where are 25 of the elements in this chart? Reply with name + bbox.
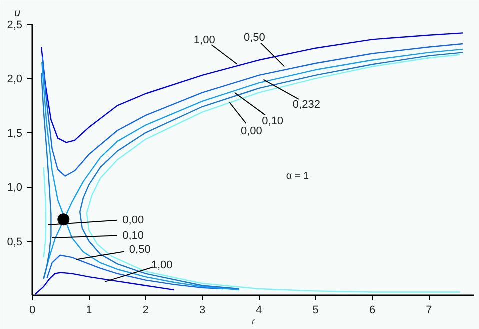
y-tick-label: 2,5 bbox=[7, 20, 23, 32]
annotation: 0,50 bbox=[129, 244, 151, 256]
x-tick-label: 5 bbox=[312, 304, 319, 316]
x-tick-label: 0 bbox=[29, 304, 36, 316]
annotation: 0,00 bbox=[240, 125, 262, 138]
annotation: 0,50 bbox=[244, 32, 266, 44]
annotation: 0,10 bbox=[122, 230, 144, 242]
annotation: 0,00 bbox=[122, 214, 144, 226]
y-tick-label: 2,0 bbox=[7, 74, 23, 86]
annotation: 0,10 bbox=[262, 116, 284, 128]
x-tick-label: 4 bbox=[256, 304, 262, 316]
annotation: 1,00 bbox=[194, 34, 216, 47]
annotation: 0,232 bbox=[292, 98, 320, 111]
x-tick-label: 7 bbox=[426, 304, 432, 316]
x-tick-label: 2 bbox=[142, 304, 149, 316]
y-tick-label: 1,0 bbox=[7, 182, 23, 194]
y-axis-title: u bbox=[14, 8, 21, 20]
x-tick-label: 3 bbox=[199, 304, 206, 316]
x-tick-label: 6 bbox=[369, 304, 376, 316]
x-tick-label: 1 bbox=[86, 304, 92, 316]
y-tick-label: 0,5 bbox=[7, 236, 23, 248]
annotation: 1,00 bbox=[151, 260, 173, 272]
x-axis-title: r bbox=[252, 316, 256, 326]
annotation: α = 1 bbox=[286, 170, 310, 182]
y-tick-label: 1,5 bbox=[7, 128, 23, 140]
